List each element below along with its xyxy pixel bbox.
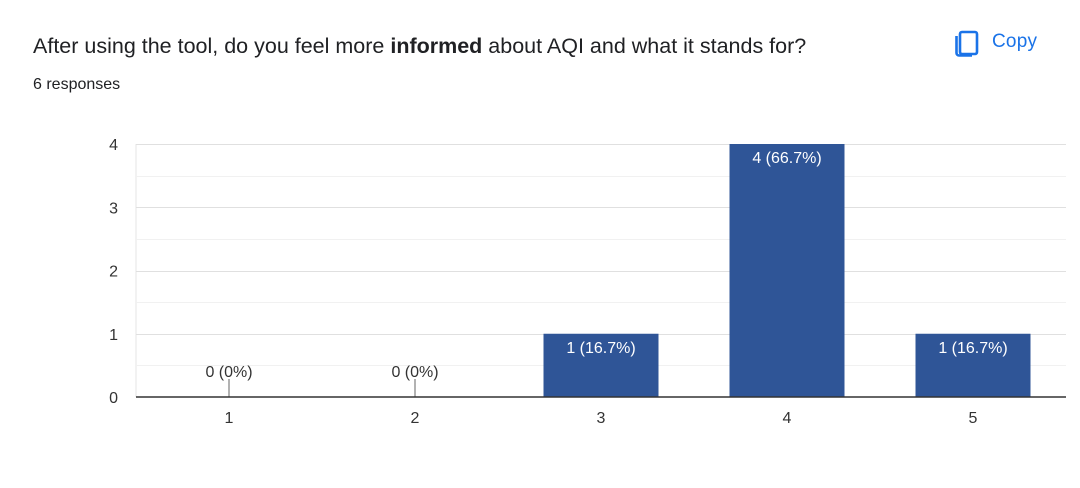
chart-labels: 0 (0%) 0 (0%) 1 (16.7%) 4 (66.7%) 1 (16.7%) [205,150,1007,381]
bar-3[interactable] [543,333,659,397]
x-tick-label-2: 2 [411,410,420,427]
question-text-suffix: about AQI and what it stands for? [482,34,807,58]
data-label-1: 0 (0%) [205,364,252,381]
y-tick-label: 4 [109,137,118,154]
question-text-bold: informed [390,34,483,58]
copy-button-label: Copy [992,31,1038,52]
response-count: 6 responses [33,76,121,93]
chart-gridlines [135,144,1066,397]
y-tick-label: 3 [109,200,118,217]
copy-button[interactable]: Copy [946,24,1045,60]
x-tick-label-5: 5 [969,410,978,427]
bar-5[interactable] [915,333,1031,397]
chart-axes: 0 1 2 3 4 1 2 3 4 5 [109,137,1066,427]
bar-4[interactable] [729,144,845,397]
x-tick-label-4: 4 [783,410,792,427]
y-tick-label: 2 [109,264,118,281]
data-label-5: 1 (16.7%) [938,340,1007,357]
data-label-3: 1 (16.7%) [566,340,635,357]
data-label-2: 0 (0%) [391,364,438,381]
data-label-4: 4 (66.7%) [752,150,821,167]
y-tick-label: 1 [109,327,118,344]
x-tick-label-3: 3 [597,410,606,427]
x-tick-label-1: 1 [225,410,234,427]
y-tick-label: 0 [109,390,118,407]
copy-icon [954,27,980,57]
question-title: After using the tool, do you feel more i… [33,32,806,60]
question-text-prefix: After using the tool, do you feel more [33,34,391,58]
chart-bars [228,144,1031,397]
